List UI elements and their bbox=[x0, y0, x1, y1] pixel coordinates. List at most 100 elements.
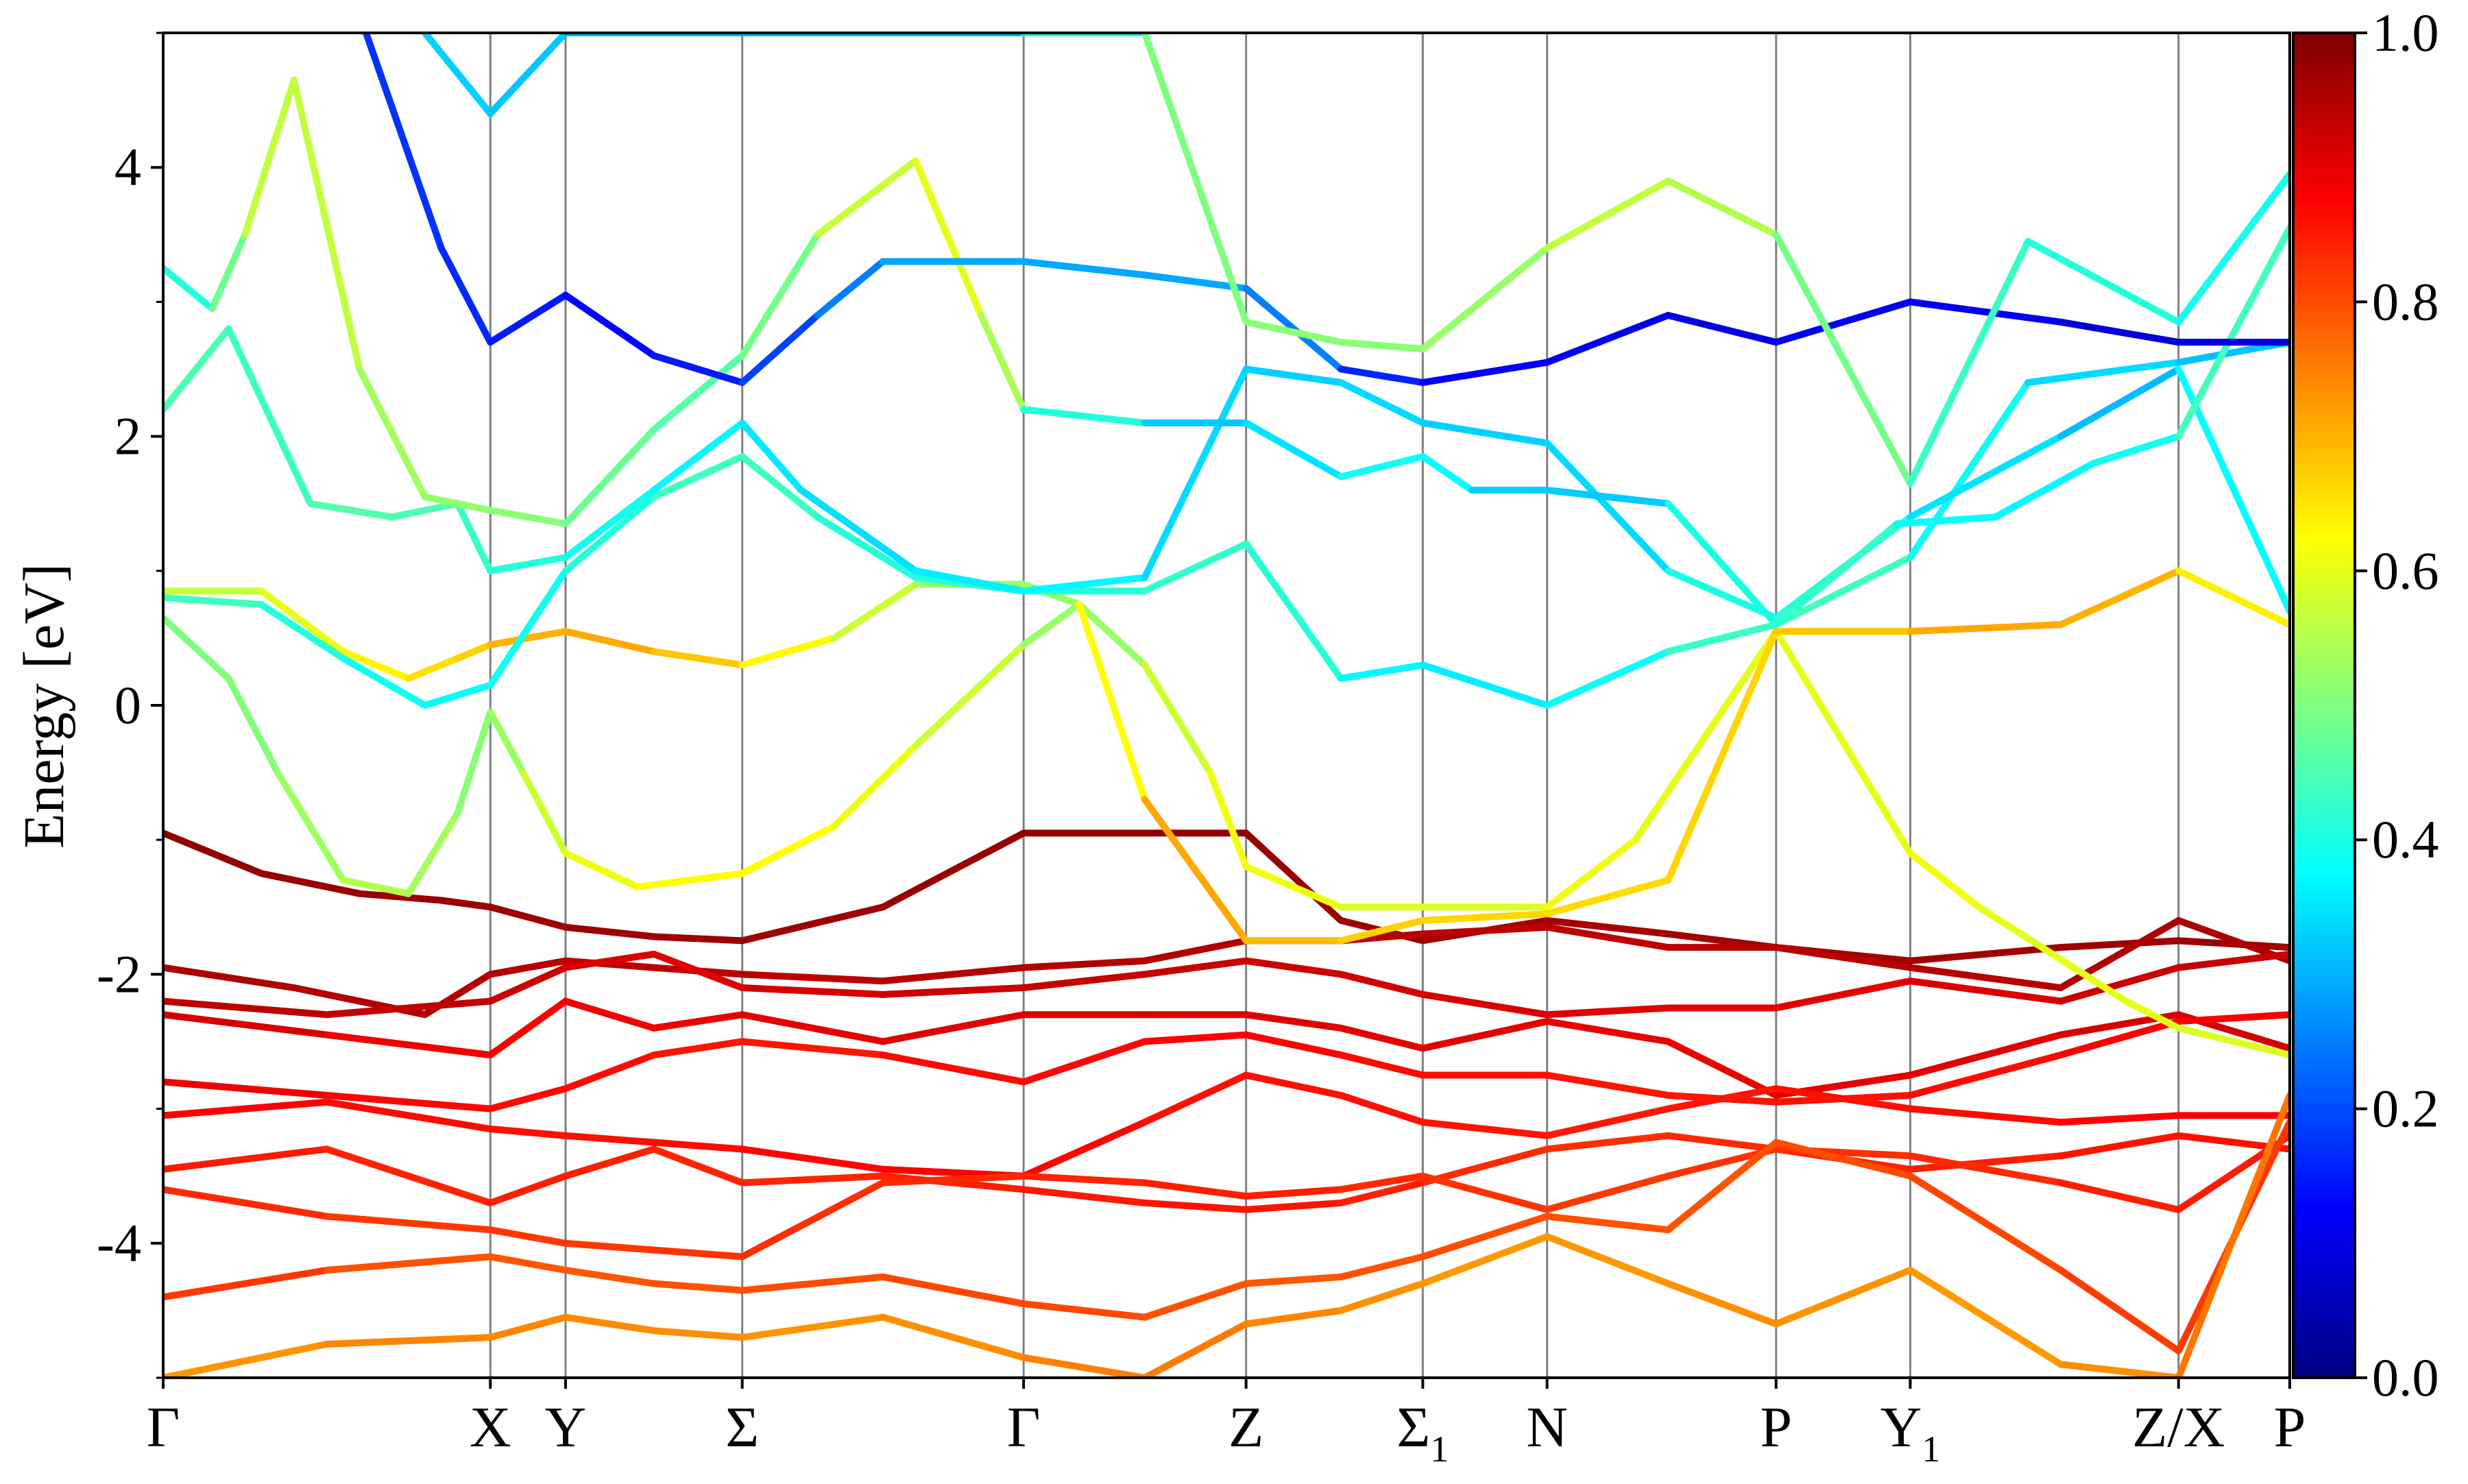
band-segment bbox=[487, 708, 527, 777]
band-segment bbox=[1419, 661, 1551, 709]
band-segment bbox=[879, 1172, 1028, 1187]
y-tick-label: -4 bbox=[97, 1213, 141, 1273]
band-segment bbox=[1632, 628, 1780, 844]
band-segment bbox=[1242, 419, 1345, 481]
band-segment bbox=[1543, 1132, 1672, 1153]
band-7 bbox=[163, 1132, 2290, 1213]
band-11 bbox=[163, 600, 2290, 1059]
x-axis-k-labels: Γ X Y Σ Γ Z Σ1 N P Y1 Z/X P bbox=[147, 1378, 2306, 1470]
band-segment bbox=[163, 829, 265, 877]
band-segment bbox=[561, 1051, 657, 1093]
band-segment bbox=[323, 1145, 494, 1206]
band-segment bbox=[1242, 1031, 1345, 1059]
band-segment bbox=[1076, 600, 1148, 803]
band-segment bbox=[2122, 997, 2182, 1032]
band-segment bbox=[1665, 1085, 1780, 1112]
band-segment bbox=[487, 957, 569, 978]
band-segment bbox=[241, 76, 298, 239]
band-segment bbox=[487, 567, 569, 689]
band-segment bbox=[1242, 829, 1345, 924]
band-segment bbox=[1419, 1119, 1551, 1139]
band-segment bbox=[1975, 903, 2130, 1005]
band-segment bbox=[738, 634, 838, 669]
band-segment bbox=[1907, 379, 2032, 561]
band-segment bbox=[1772, 554, 1914, 629]
band-segment bbox=[2057, 567, 2182, 629]
band-segment bbox=[1543, 916, 1672, 938]
band-segment bbox=[650, 1327, 746, 1341]
band-segment bbox=[1543, 923, 1672, 951]
band-segment bbox=[1772, 520, 1901, 629]
band-segment bbox=[561, 997, 657, 1032]
band-14 bbox=[163, 325, 2290, 622]
band-segment bbox=[225, 325, 314, 507]
band-segment bbox=[163, 265, 216, 313]
band-segment bbox=[1543, 1172, 1672, 1213]
band-segment bbox=[797, 487, 919, 574]
band-segment bbox=[738, 903, 886, 945]
band-segment bbox=[912, 157, 985, 319]
band-segment bbox=[487, 33, 569, 117]
band-segment bbox=[1907, 1267, 2064, 1368]
band-segment bbox=[879, 829, 1028, 911]
band-segment bbox=[1543, 648, 1672, 709]
band-segment bbox=[1141, 1320, 1250, 1378]
band-segment bbox=[1020, 1038, 1148, 1086]
band-segment bbox=[1543, 877, 1672, 918]
band-segment bbox=[1907, 621, 2064, 635]
band-segment bbox=[650, 950, 746, 992]
band-segment bbox=[421, 493, 494, 514]
band-segment bbox=[323, 997, 494, 1019]
band-segment bbox=[2057, 1018, 2182, 1059]
band-segment bbox=[163, 1267, 330, 1301]
band-segment bbox=[290, 76, 363, 373]
y-axis-ticks: 4 2 0 -2 -4 bbox=[97, 32, 163, 1379]
band-segment bbox=[1419, 1018, 1551, 1052]
band-segment bbox=[1141, 937, 1250, 964]
band-segment bbox=[1338, 971, 1427, 998]
band-segment bbox=[879, 964, 1028, 985]
band-8 bbox=[163, 1132, 2290, 1261]
band-segment bbox=[1076, 600, 1148, 669]
band-segment bbox=[1665, 1280, 1780, 1328]
band-segment bbox=[650, 1246, 746, 1261]
band-segment bbox=[879, 984, 1028, 998]
band-segment bbox=[1907, 433, 2064, 521]
k-point-label: Z bbox=[1229, 1396, 1263, 1459]
band-segment bbox=[404, 809, 461, 897]
band-segment bbox=[561, 1267, 657, 1287]
band-segment bbox=[454, 708, 494, 816]
band-segment bbox=[650, 648, 746, 669]
band-segment bbox=[1419, 923, 1551, 938]
band-segment bbox=[1543, 1213, 1672, 1234]
band-segment bbox=[1141, 271, 1250, 292]
band-segment bbox=[1907, 1152, 2064, 1173]
band-segment bbox=[1772, 231, 1914, 487]
band-segment bbox=[1543, 487, 1672, 507]
band-segment bbox=[362, 33, 445, 252]
band-segment bbox=[1907, 977, 2064, 1005]
band-segment bbox=[1419, 244, 1551, 353]
band-segment bbox=[404, 655, 461, 682]
band-segment bbox=[1141, 1199, 1250, 1213]
band-segment bbox=[258, 870, 363, 897]
band-segment bbox=[879, 1011, 1028, 1045]
band-segment bbox=[1665, 621, 1780, 655]
band-segment bbox=[650, 1011, 746, 1032]
band-segment bbox=[208, 231, 249, 313]
band-segment bbox=[2175, 567, 2290, 629]
band-segment bbox=[650, 419, 746, 494]
band-segment bbox=[1907, 1105, 2064, 1126]
band-segment bbox=[561, 923, 657, 940]
band-segment bbox=[323, 1091, 494, 1112]
band-segment bbox=[912, 641, 1028, 749]
band-segment bbox=[650, 1280, 746, 1294]
band-segment bbox=[1543, 439, 1672, 574]
band-segment bbox=[814, 513, 919, 581]
band-segment bbox=[1907, 1051, 2064, 1099]
band-segment bbox=[561, 950, 657, 971]
band-segment bbox=[323, 1098, 494, 1133]
band-segment bbox=[1338, 453, 1427, 481]
band-segment bbox=[274, 769, 347, 884]
band-segment bbox=[1907, 964, 2064, 992]
